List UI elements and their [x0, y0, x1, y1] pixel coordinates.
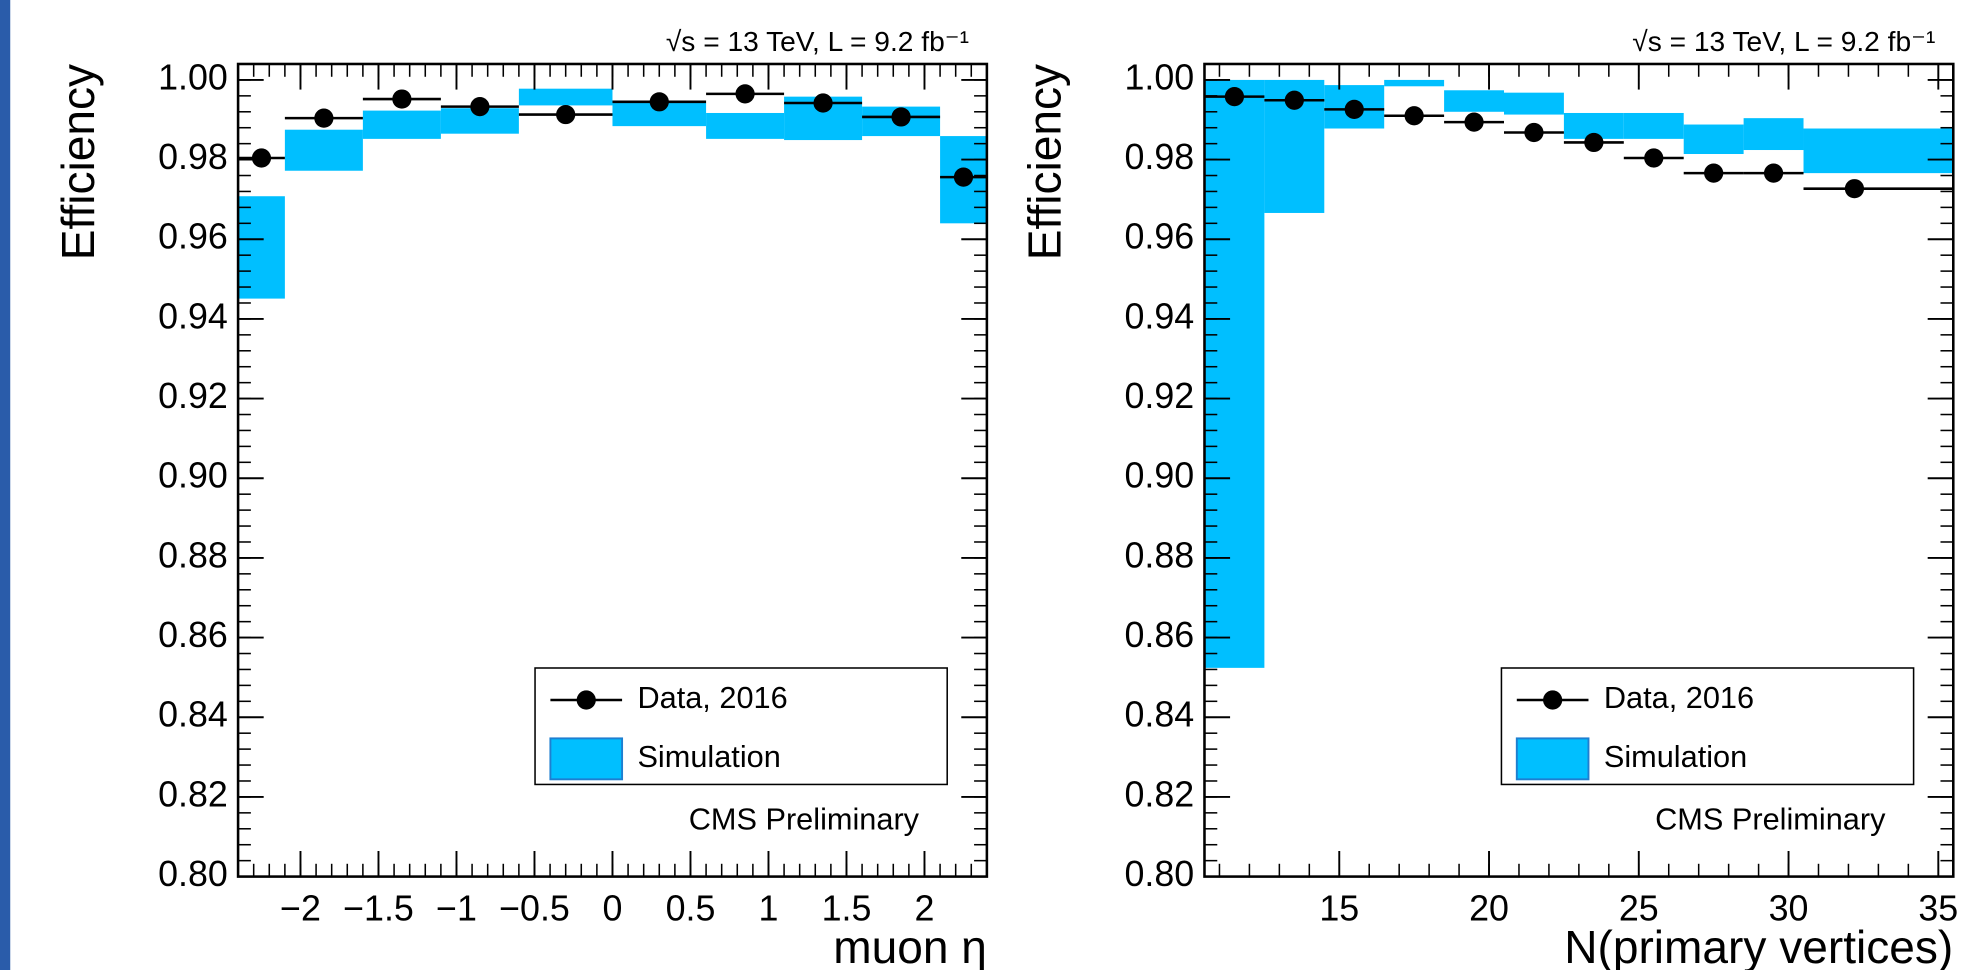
y-tick-label: 0.92: [158, 376, 228, 416]
data-point: [314, 108, 334, 128]
y-tick-label: 0.92: [1124, 376, 1194, 416]
y-tick-label: 1.00: [1124, 57, 1194, 97]
x-tick-label: −1: [436, 889, 477, 929]
x-tick-label: 1: [759, 889, 779, 929]
data-point: [470, 97, 490, 117]
x-tick-label: 25: [1619, 889, 1659, 929]
y-tick-label: 0.96: [158, 217, 228, 257]
x-tick-label: 30: [1769, 889, 1809, 929]
y-tick-label: 0.98: [1124, 137, 1194, 177]
y-tick-label: 0.82: [1124, 774, 1194, 814]
legend-marker: [1543, 690, 1563, 710]
x-tick-label: −2: [280, 889, 321, 929]
data-point: [891, 107, 911, 127]
sim-band: [518, 88, 613, 106]
data-point: [1284, 90, 1304, 110]
data-point: [1704, 163, 1724, 183]
y-tick-label: 0.86: [1124, 615, 1194, 655]
x-axis-title: N(primary vertices): [1564, 921, 1953, 970]
y-tick-label: 0.84: [158, 695, 228, 735]
sim-band: [1623, 112, 1684, 139]
data-point: [1763, 163, 1784, 183]
legend-swatch: [549, 737, 624, 781]
y-tick-label: 0.86: [158, 615, 228, 655]
data-point: [1224, 87, 1245, 107]
y-tick-label: 0.90: [158, 456, 228, 496]
y-axis-title: Efficiency: [52, 64, 104, 260]
x-tick-label: −1.5: [343, 889, 414, 929]
y-axis-title: Efficiency: [1018, 64, 1070, 260]
plot-frame: [1203, 62, 1955, 878]
y-tick-label: 0.90: [1124, 456, 1194, 496]
x-tick-label: 15: [1319, 889, 1359, 929]
x-tick-label: 0: [603, 889, 623, 929]
data-point: [649, 92, 669, 112]
note: CMS Preliminary: [1655, 802, 1886, 837]
data-point: [1464, 112, 1484, 132]
legend-label: Simulation: [1604, 739, 1747, 774]
y-tick-label: 0.88: [1124, 535, 1194, 575]
sim-band: [1683, 124, 1744, 155]
sim-band: [238, 196, 285, 299]
data-point: [813, 93, 833, 113]
data-point: [953, 167, 974, 187]
data-point: [1524, 122, 1544, 143]
x-tick-label: 20: [1469, 889, 1509, 929]
y-tick-label: 0.84: [1124, 695, 1194, 735]
data-point: [556, 104, 576, 125]
y-tick-label: 0.94: [158, 296, 228, 336]
data-point: [735, 84, 755, 104]
sim-band: [1384, 79, 1445, 87]
x-tick-label: 0.5: [666, 889, 716, 929]
x-tick-label: −0.5: [499, 889, 570, 929]
y-tick-label: 0.80: [158, 854, 228, 894]
sim-band: [1803, 128, 1954, 174]
sim-band: [1743, 118, 1804, 151]
sim-band: [362, 110, 441, 139]
y-tick-label: 0.82: [158, 774, 228, 814]
legend-label: Data, 2016: [1604, 680, 1754, 715]
note: CMS Preliminary: [689, 802, 920, 837]
sim-band: [284, 129, 363, 171]
edge-bar: [0, 0, 11, 970]
sim-band: [612, 103, 707, 127]
plot-frame: [236, 62, 989, 878]
sim-band: [706, 112, 785, 139]
x-axis-title: muon η: [833, 921, 987, 970]
data-point: [1344, 99, 1364, 119]
legend-marker: [576, 690, 596, 710]
x-tick-label: 2: [915, 889, 935, 929]
y-tick-label: 0.88: [158, 535, 228, 575]
legend-label: Data, 2016: [637, 680, 787, 715]
y-tick-label: 0.98: [158, 137, 228, 177]
legend-label: Simulation: [637, 739, 780, 774]
data-point: [1644, 148, 1664, 168]
data-point: [392, 89, 412, 109]
annotation: √s = 13 TeV, L = 9.2 fb⁻¹: [1632, 26, 1935, 57]
y-tick-label: 0.96: [1124, 217, 1194, 257]
sim-band: [1504, 92, 1564, 115]
sim-band: [1444, 90, 1504, 112]
legend-swatch: [1515, 737, 1590, 781]
x-tick-label: 1.5: [822, 889, 872, 929]
data-point: [251, 148, 272, 168]
annotation: √s = 13 TeV, L = 9.2 fb⁻¹: [666, 26, 969, 57]
y-tick-label: 1.00: [158, 57, 228, 97]
data-point: [1404, 106, 1424, 126]
sim-band: [1204, 79, 1265, 668]
data-point: [1584, 132, 1604, 153]
x-tick-label: 35: [1918, 889, 1958, 929]
data-point: [1844, 179, 1865, 199]
y-tick-label: 0.94: [1124, 296, 1194, 336]
y-tick-label: 0.80: [1124, 854, 1194, 894]
